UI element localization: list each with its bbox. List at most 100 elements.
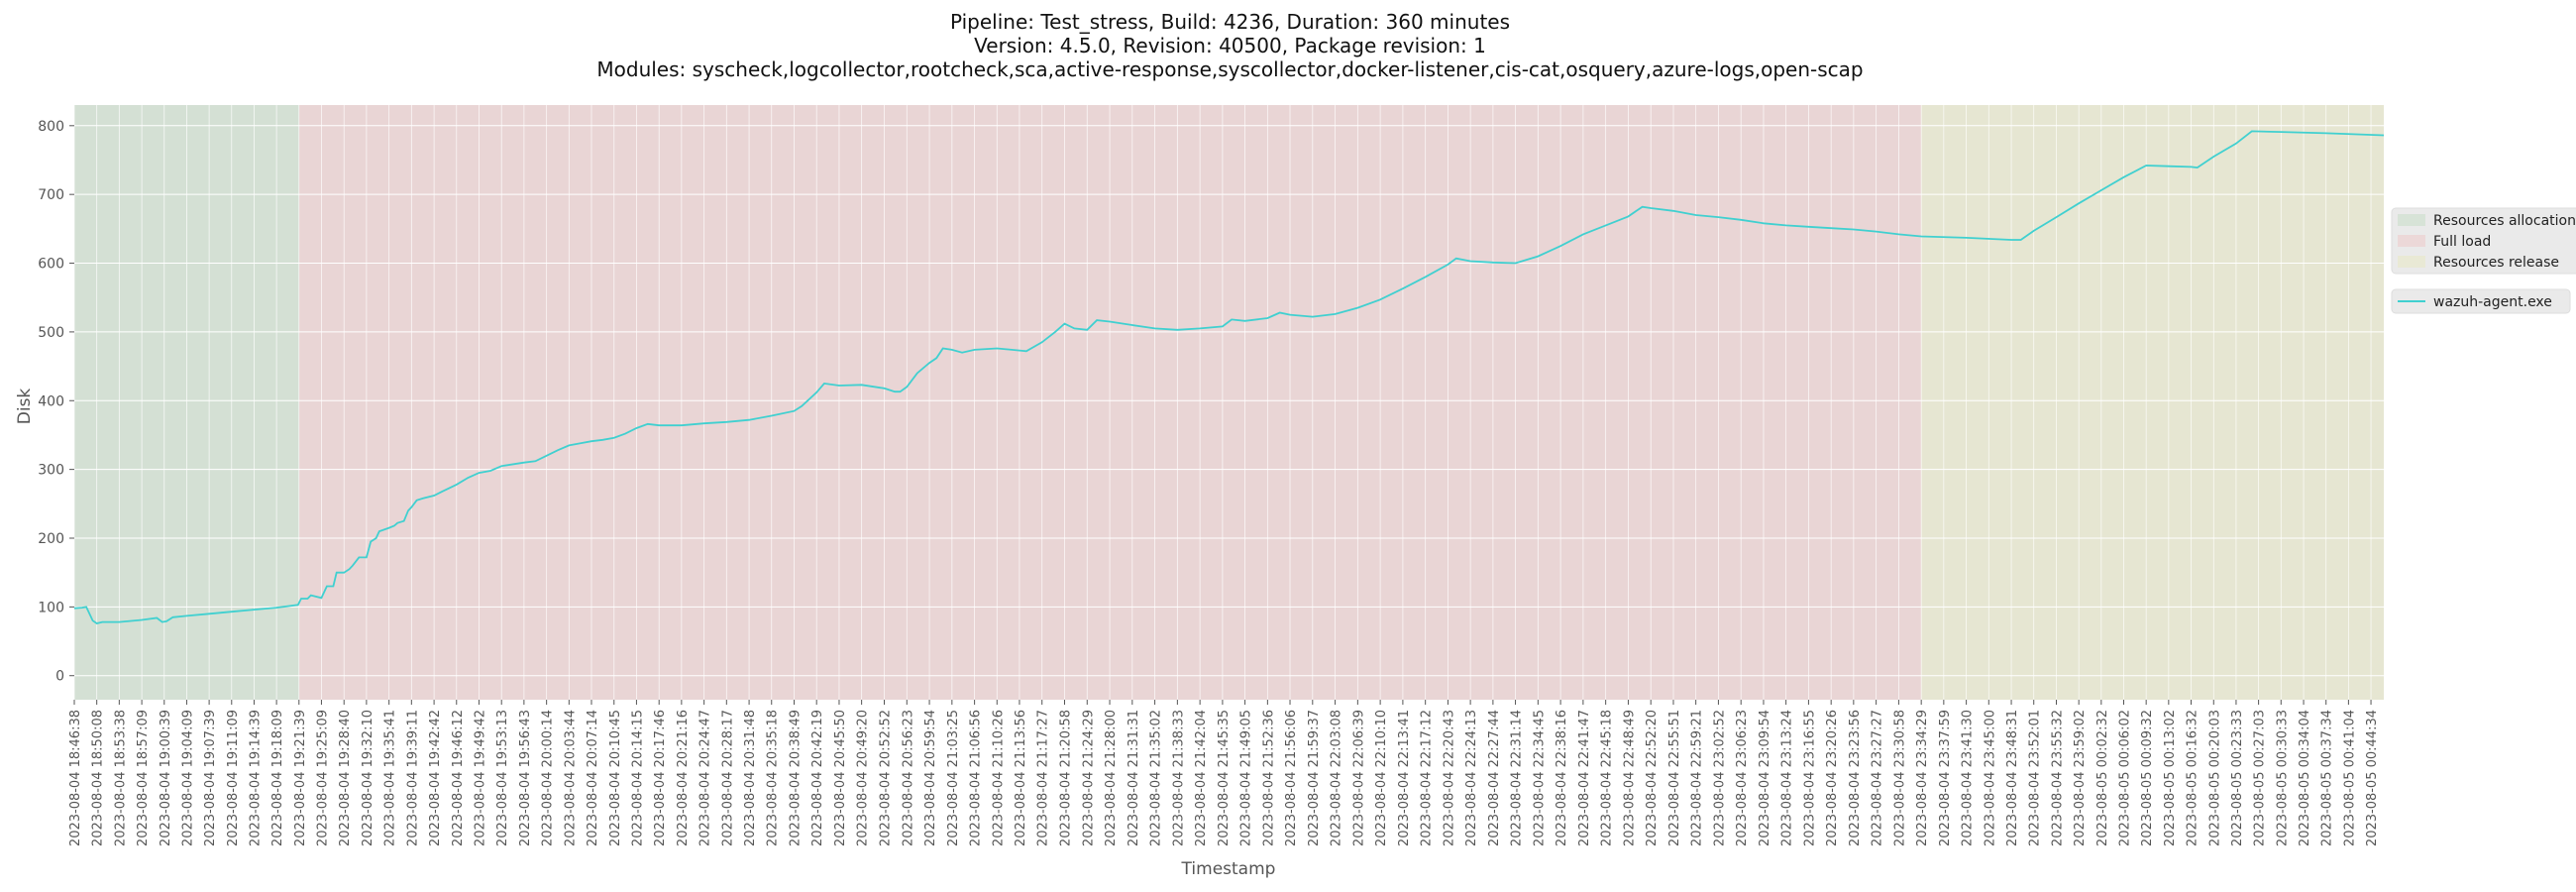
x-tick-label-92: 2023-08-05 00:09:32 xyxy=(2140,710,2155,846)
x-tick-label-3: 2023-08-04 18:57:09 xyxy=(136,710,151,846)
x-tick-label-8: 2023-08-04 19:14:39 xyxy=(248,710,263,846)
x-tick-label-63: 2023-08-04 22:27:44 xyxy=(1487,710,1502,846)
x-tick-label-53: 2023-08-04 21:52:36 xyxy=(1261,710,1276,846)
x-tick-label-74: 2023-08-04 23:06:23 xyxy=(1735,710,1750,846)
x-axis-title: Timestamp xyxy=(1181,859,1276,879)
x-tick-label-50: 2023-08-04 21:42:04 xyxy=(1194,710,1209,846)
x-tick-label-81: 2023-08-04 23:30:58 xyxy=(1892,710,1907,846)
x-tick-label-22: 2023-08-04 20:03:44 xyxy=(563,710,578,846)
x-tick-label-90: 2023-08-05 00:02:32 xyxy=(2095,710,2110,846)
x-tick-label-68: 2023-08-04 22:45:18 xyxy=(1600,710,1615,846)
x-tick-label-71: 2023-08-04 22:55:51 xyxy=(1667,710,1682,846)
x-tick-label-77: 2023-08-04 23:16:55 xyxy=(1802,710,1817,846)
x-tick-label-38: 2023-08-04 20:59:54 xyxy=(923,710,938,846)
x-tick-label-34: 2023-08-04 20:45:50 xyxy=(833,710,848,846)
x-tick-label-59: 2023-08-04 22:13:41 xyxy=(1397,710,1412,846)
x-tick-label-4: 2023-08-04 19:00:39 xyxy=(159,710,173,846)
legend-series-label-0: wazuh-agent.exe xyxy=(2433,294,2552,310)
legend-phase-label-2: Resources release xyxy=(2433,255,2559,271)
x-tick-label-84: 2023-08-04 23:41:30 xyxy=(1961,710,1976,846)
x-tick-label-49: 2023-08-04 21:38:33 xyxy=(1171,710,1186,846)
x-tick-label-86: 2023-08-04 23:48:31 xyxy=(2005,710,2020,846)
x-tick-label-55: 2023-08-04 21:59:37 xyxy=(1307,710,1322,846)
x-tick-label-85: 2023-08-04 23:45:00 xyxy=(1983,710,1997,846)
x-tick-label-18: 2023-08-04 19:49:42 xyxy=(473,710,487,846)
x-tick-label-67: 2023-08-04 22:41:47 xyxy=(1577,710,1592,846)
x-tick-label-9: 2023-08-04 19:18:09 xyxy=(270,710,285,846)
x-tick-label-58: 2023-08-04 22:10:10 xyxy=(1374,710,1389,846)
x-tick-label-97: 2023-08-05 00:27:03 xyxy=(2253,710,2268,846)
y-axis-title: Disk xyxy=(15,389,35,425)
x-tick-label-99: 2023-08-05 00:34:04 xyxy=(2298,710,2312,846)
x-tick-label-47: 2023-08-04 21:31:31 xyxy=(1127,710,1141,846)
legend-phase-swatch-0 xyxy=(2398,214,2425,226)
chart-title-line-1: Pipeline: Test_stress, Build: 4236, Dura… xyxy=(949,10,1511,34)
x-tick-label-82: 2023-08-04 23:34:29 xyxy=(1915,710,1930,846)
x-tick-label-60: 2023-08-04 22:17:12 xyxy=(1420,710,1435,846)
y-tick-label-8: 800 xyxy=(38,119,64,135)
x-tick-label-37: 2023-08-04 20:56:23 xyxy=(901,710,915,846)
x-tick-label-95: 2023-08-05 00:20:03 xyxy=(2207,710,2222,846)
x-tick-label-83: 2023-08-04 23:37:59 xyxy=(1938,710,1953,846)
x-tick-label-15: 2023-08-04 19:39:11 xyxy=(405,710,420,846)
x-tick-label-19: 2023-08-04 19:53:13 xyxy=(495,710,510,846)
x-tick-label-54: 2023-08-04 21:56:06 xyxy=(1284,710,1299,846)
legend: Resources allocation Full load Resources r… xyxy=(2391,207,2576,314)
x-tick-label-72: 2023-08-04 22:59:21 xyxy=(1690,710,1705,846)
x-tick-label-33: 2023-08-04 20:42:19 xyxy=(810,710,825,846)
series-layer xyxy=(73,130,2385,624)
chart-title-line-2: Version: 4.5.0, Revision: 40500, Package… xyxy=(974,34,1486,57)
x-tick-label-16: 2023-08-04 19:42:42 xyxy=(428,710,443,846)
x-tick-label-80: 2023-08-04 23:27:27 xyxy=(1871,710,1885,846)
x-tick-label-48: 2023-08-04 21:35:02 xyxy=(1149,710,1164,846)
x-tick-label-62: 2023-08-04 22:24:13 xyxy=(1464,710,1479,846)
x-tick-label-10: 2023-08-04 19:21:39 xyxy=(293,710,308,846)
x-tick-label-98: 2023-08-05 00:30:33 xyxy=(2275,710,2290,846)
x-tick-label-40: 2023-08-04 21:06:56 xyxy=(969,710,984,846)
y-tick-labels: 0 100 200 300 400 500 600 700 800 xyxy=(38,119,74,685)
x-tick-label-24: 2023-08-04 20:10:45 xyxy=(608,710,623,846)
x-tick-label-26: 2023-08-04 20:17:46 xyxy=(653,710,668,846)
series-line-0 xyxy=(73,130,2385,624)
x-tick-label-65: 2023-08-04 22:34:45 xyxy=(1532,710,1547,846)
x-tick-label-5: 2023-08-04 19:04:09 xyxy=(180,710,195,846)
x-tick-label-27: 2023-08-04 20:21:16 xyxy=(676,710,691,846)
x-tick-label-42: 2023-08-04 21:13:56 xyxy=(1014,710,1028,846)
y-tick-label-7: 700 xyxy=(38,187,64,203)
plot-background xyxy=(74,105,2384,700)
x-tick-label-31: 2023-08-04 20:35:18 xyxy=(766,710,781,846)
x-tick-label-73: 2023-08-04 23:02:52 xyxy=(1712,710,1727,846)
x-tick-label-21: 2023-08-04 20:00:14 xyxy=(541,710,556,846)
x-tick-label-45: 2023-08-04 21:24:29 xyxy=(1081,710,1096,846)
x-tick-label-56: 2023-08-04 22:03:08 xyxy=(1330,710,1344,846)
x-tick-label-44: 2023-08-04 21:20:58 xyxy=(1059,710,1074,846)
y-tick-label-6: 600 xyxy=(38,257,64,273)
y-tick-label-2: 200 xyxy=(38,531,64,547)
x-tick-label-78: 2023-08-04 23:20:26 xyxy=(1825,710,1840,846)
phase-band-2 xyxy=(1921,105,2384,700)
x-tick-label-102: 2023-08-05 00:44:34 xyxy=(2365,710,2380,846)
x-tick-labels: 2023-08-04 18:46:38 2023-08-04 18:50:08 20… xyxy=(68,700,2380,846)
x-tick-label-2: 2023-08-04 18:53:38 xyxy=(113,710,128,846)
x-tick-label-93: 2023-08-05 00:13:02 xyxy=(2163,710,2178,846)
x-tick-label-52: 2023-08-04 21:49:05 xyxy=(1239,710,1254,846)
x-tick-label-28: 2023-08-04 20:24:47 xyxy=(698,710,713,846)
x-tick-label-91: 2023-08-05 00:06:02 xyxy=(2118,710,2133,846)
legend-phase-swatch-2 xyxy=(2398,256,2425,268)
x-tick-label-69: 2023-08-04 22:48:49 xyxy=(1622,710,1637,846)
x-tick-label-64: 2023-08-04 22:31:14 xyxy=(1510,710,1525,846)
x-tick-label-101: 2023-08-05 00:41:04 xyxy=(2342,710,2357,846)
chart-title-line-3: Modules: syscheck,logcollector,rootcheck… xyxy=(596,57,1864,81)
x-tick-label-1: 2023-08-04 18:50:08 xyxy=(91,710,106,846)
x-tick-label-66: 2023-08-04 22:38:16 xyxy=(1555,710,1569,846)
x-tick-label-41: 2023-08-04 21:10:26 xyxy=(991,710,1006,846)
legend-series-box xyxy=(2391,288,2571,314)
x-tick-label-7: 2023-08-04 19:11:09 xyxy=(226,710,241,846)
legend-phase-swatch-1 xyxy=(2398,235,2425,247)
y-tick-label-1: 100 xyxy=(38,600,64,615)
legend-phase-label-0: Resources allocation xyxy=(2433,213,2576,229)
x-tick-label-76: 2023-08-04 23:13:24 xyxy=(1780,710,1795,846)
x-tick-label-39: 2023-08-04 21:03:25 xyxy=(946,710,961,846)
legend-phase-label-1: Full load xyxy=(2433,234,2491,250)
